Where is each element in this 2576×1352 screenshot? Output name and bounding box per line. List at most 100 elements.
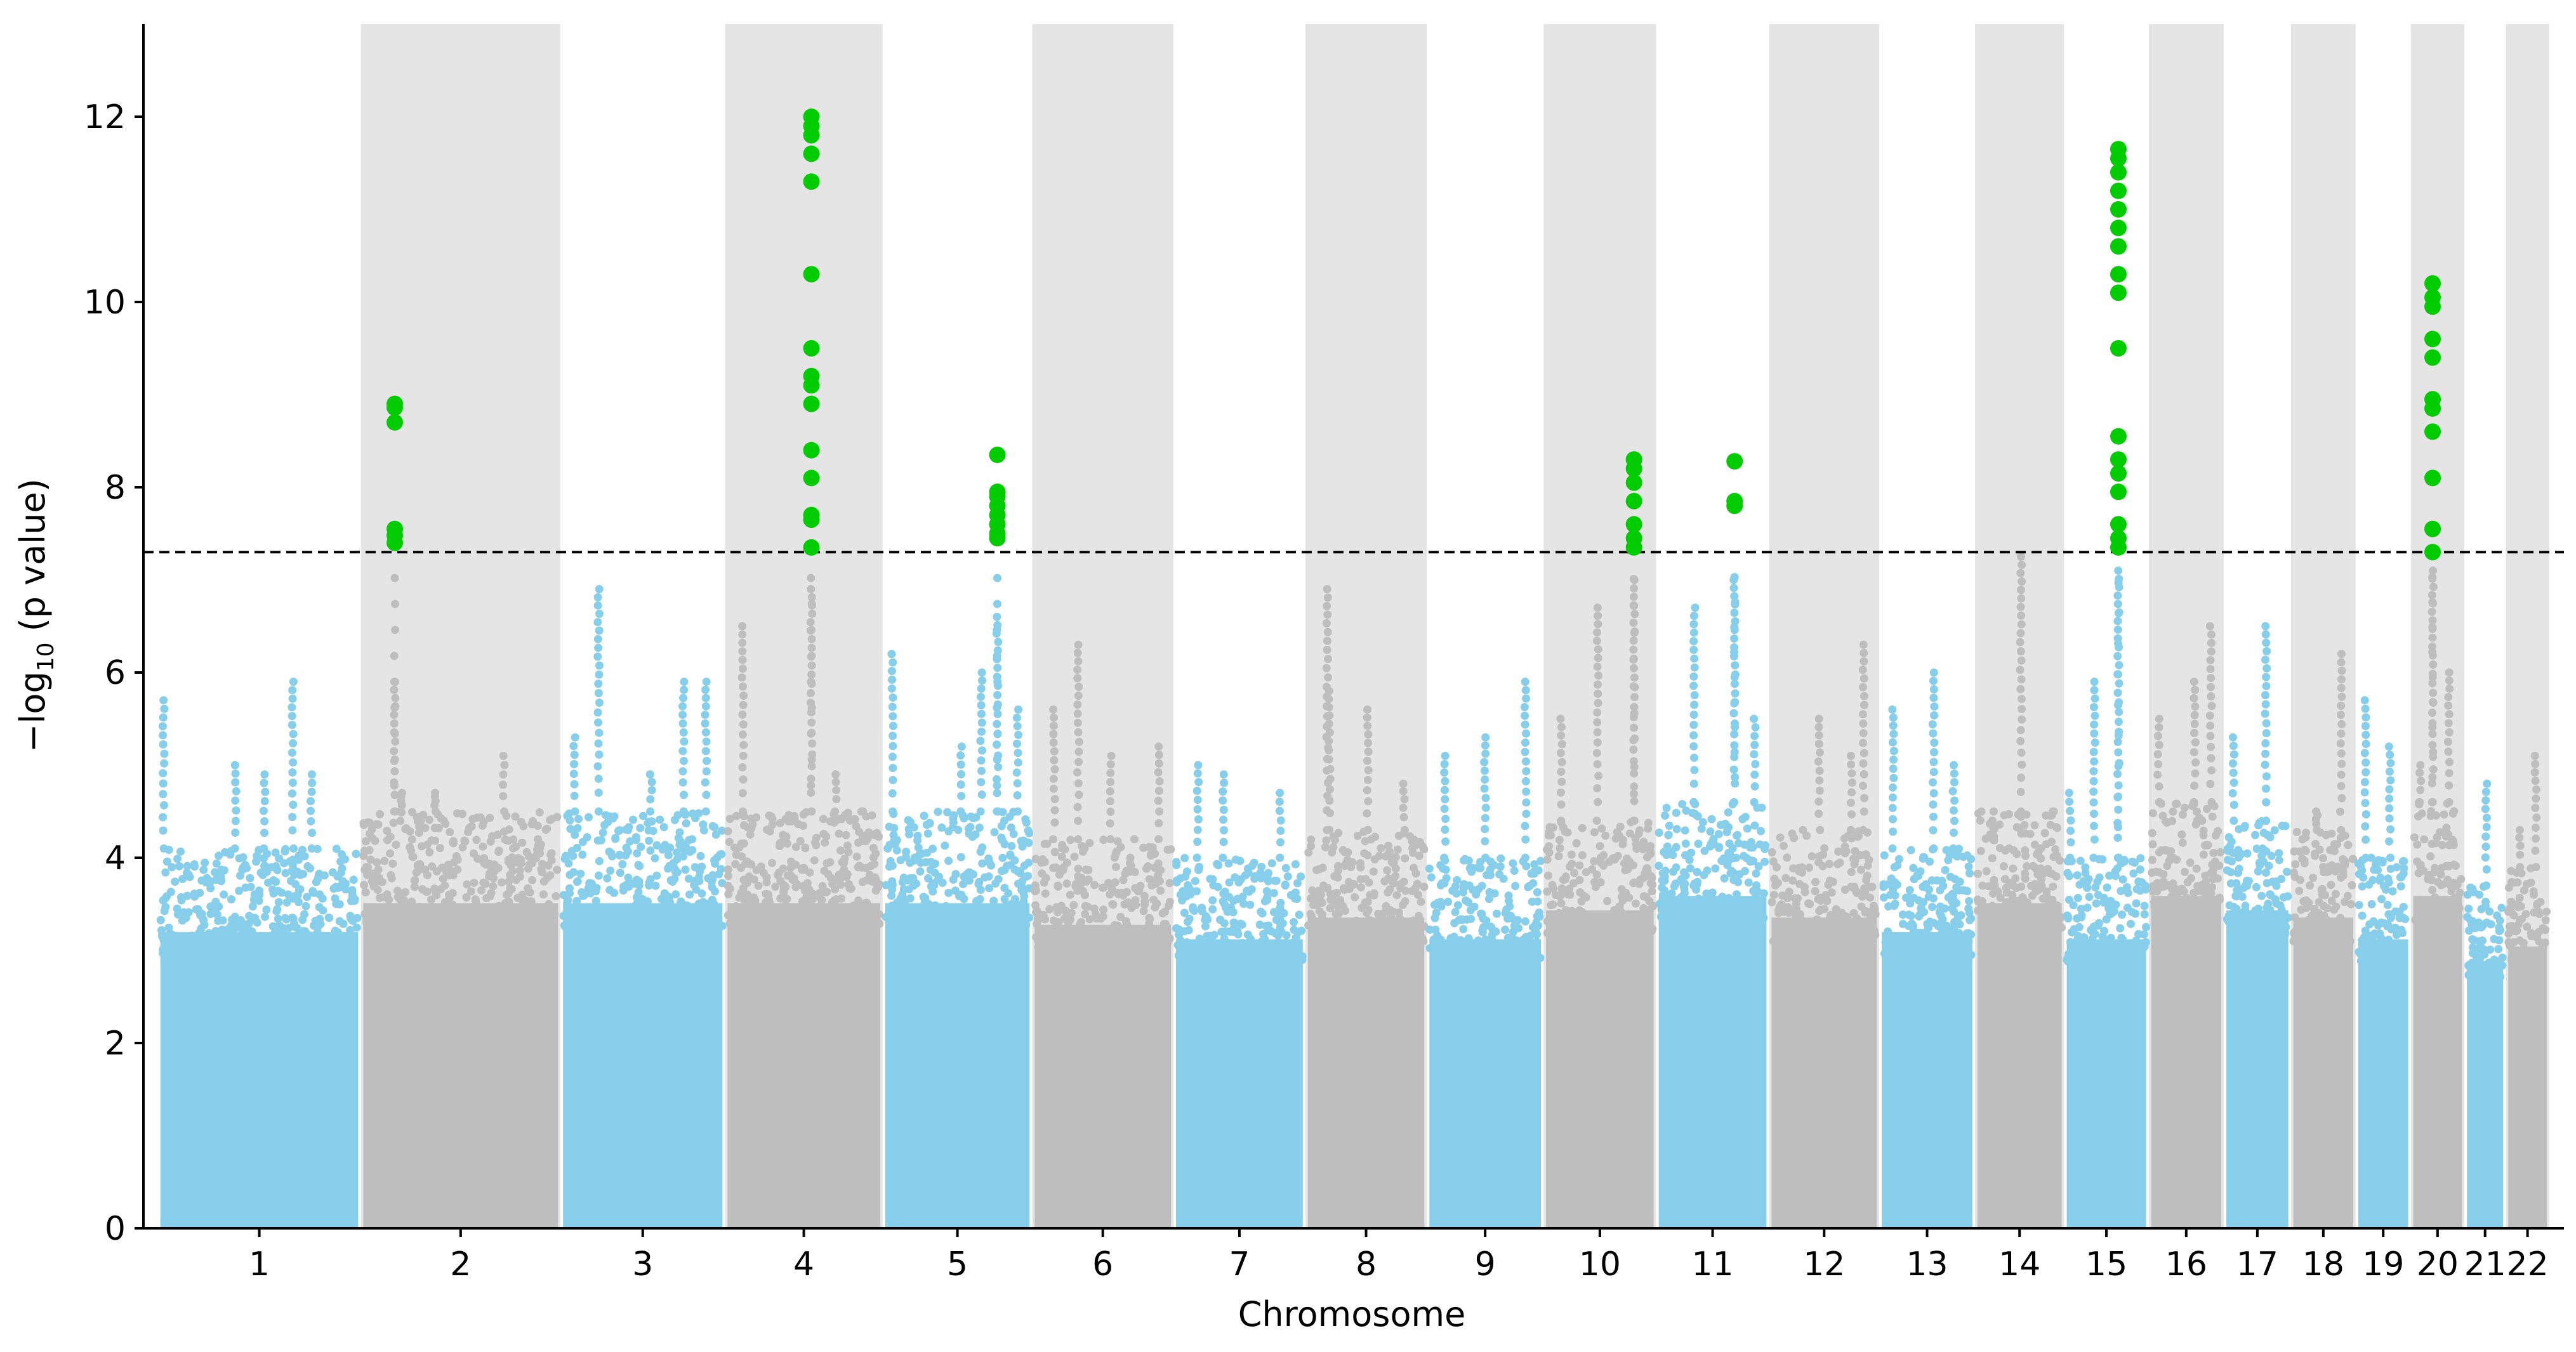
snp-point <box>2223 915 2231 924</box>
snp-point <box>1630 769 1639 778</box>
snp-point <box>1697 824 1706 833</box>
snp-point <box>1846 825 1855 834</box>
snp-point <box>303 862 312 870</box>
snp-point <box>1894 855 1903 863</box>
snp-point <box>376 810 385 818</box>
snp-point <box>1521 720 1529 729</box>
snp-point <box>2102 915 2111 924</box>
snp-point <box>628 815 637 824</box>
snp-point <box>301 902 310 910</box>
snp-point <box>1750 750 1759 759</box>
snp-point <box>715 921 723 929</box>
snp-point <box>261 787 270 796</box>
snp-point <box>692 885 701 894</box>
snp-point <box>738 647 747 656</box>
snp-point <box>363 818 372 827</box>
snp-point <box>531 854 540 863</box>
snp-point <box>874 832 883 841</box>
snp-point <box>539 890 548 899</box>
snp-point <box>1245 954 1254 963</box>
snp-point <box>2172 799 2181 808</box>
snp-point <box>1929 768 1938 777</box>
snp-point <box>221 848 230 856</box>
snp-point <box>807 762 816 771</box>
snp-point <box>1913 949 1922 958</box>
snp-point <box>1323 585 1331 594</box>
snp-point <box>707 877 716 886</box>
snp-point <box>1323 645 1331 654</box>
snp-point <box>2066 827 2075 836</box>
snp-point <box>765 895 774 904</box>
snp-point <box>1274 931 1283 940</box>
snp-point <box>993 740 1001 749</box>
snp-point <box>1440 768 1449 777</box>
snp-point <box>678 693 687 702</box>
snp-point <box>890 836 899 845</box>
snp-point <box>570 791 579 800</box>
snp-point <box>307 844 316 853</box>
snp-point <box>656 815 664 824</box>
snp-point <box>994 875 1003 884</box>
snp-point <box>618 860 627 869</box>
snp-point <box>1847 810 1856 819</box>
snp-point <box>1880 949 1889 958</box>
snp-point <box>835 870 843 879</box>
snp-point <box>690 876 699 885</box>
snp-point <box>1686 864 1694 873</box>
snp-point <box>1833 860 1842 869</box>
snp-point <box>1469 863 1477 872</box>
snp-point <box>583 833 591 842</box>
snp-point <box>2211 831 2220 840</box>
snp-point <box>625 923 634 932</box>
snp-point <box>381 916 390 925</box>
snp-point <box>1357 883 1366 892</box>
snp-point <box>702 791 711 799</box>
snp-point <box>1150 863 1159 872</box>
snp-point <box>1014 807 1022 816</box>
snp-point <box>913 922 922 931</box>
snp-point <box>1752 869 1760 878</box>
snp-point <box>1081 902 1090 910</box>
snp-point <box>1690 766 1699 775</box>
snp-point <box>1425 864 1434 873</box>
snp-point <box>767 812 776 821</box>
snp-point <box>2162 916 2171 925</box>
snp-point <box>393 893 402 902</box>
snp-point <box>699 898 708 907</box>
snp-point <box>2130 952 2139 961</box>
snp-point <box>595 912 604 921</box>
snp-point <box>1174 951 1183 960</box>
snp-point <box>1325 796 1334 805</box>
snp-point <box>822 832 831 841</box>
snp-point <box>652 841 661 850</box>
snp-point <box>383 826 392 835</box>
snp-point <box>1730 634 1739 643</box>
snp-point <box>1514 924 1523 933</box>
snp-point <box>1853 935 1862 944</box>
snp-point <box>2148 855 2157 864</box>
snp-point <box>1929 758 1938 766</box>
snp-point <box>701 778 710 787</box>
snp-point <box>2196 910 2205 919</box>
snp-point <box>520 905 529 914</box>
snp-point <box>2229 759 2238 768</box>
snp-point <box>1057 852 1066 861</box>
snp-point <box>1691 810 1700 818</box>
snp-point <box>1533 888 1542 896</box>
snp-point <box>1859 782 1868 791</box>
snp-point <box>1099 836 1108 844</box>
snp-point <box>1085 839 1094 848</box>
snp-point <box>1155 807 1164 816</box>
snp-point <box>786 863 795 872</box>
snp-point <box>1928 720 1937 729</box>
snp-point <box>1535 912 1544 921</box>
snp-point <box>1481 825 1489 834</box>
snp-point <box>779 864 788 873</box>
snp-point <box>400 896 409 905</box>
snp-point <box>887 684 896 693</box>
snp-point <box>2141 922 2150 931</box>
snp-point <box>1459 925 1468 934</box>
snp-point <box>1630 673 1639 682</box>
snp-point <box>1732 853 1741 862</box>
snp-point <box>1718 909 1727 917</box>
